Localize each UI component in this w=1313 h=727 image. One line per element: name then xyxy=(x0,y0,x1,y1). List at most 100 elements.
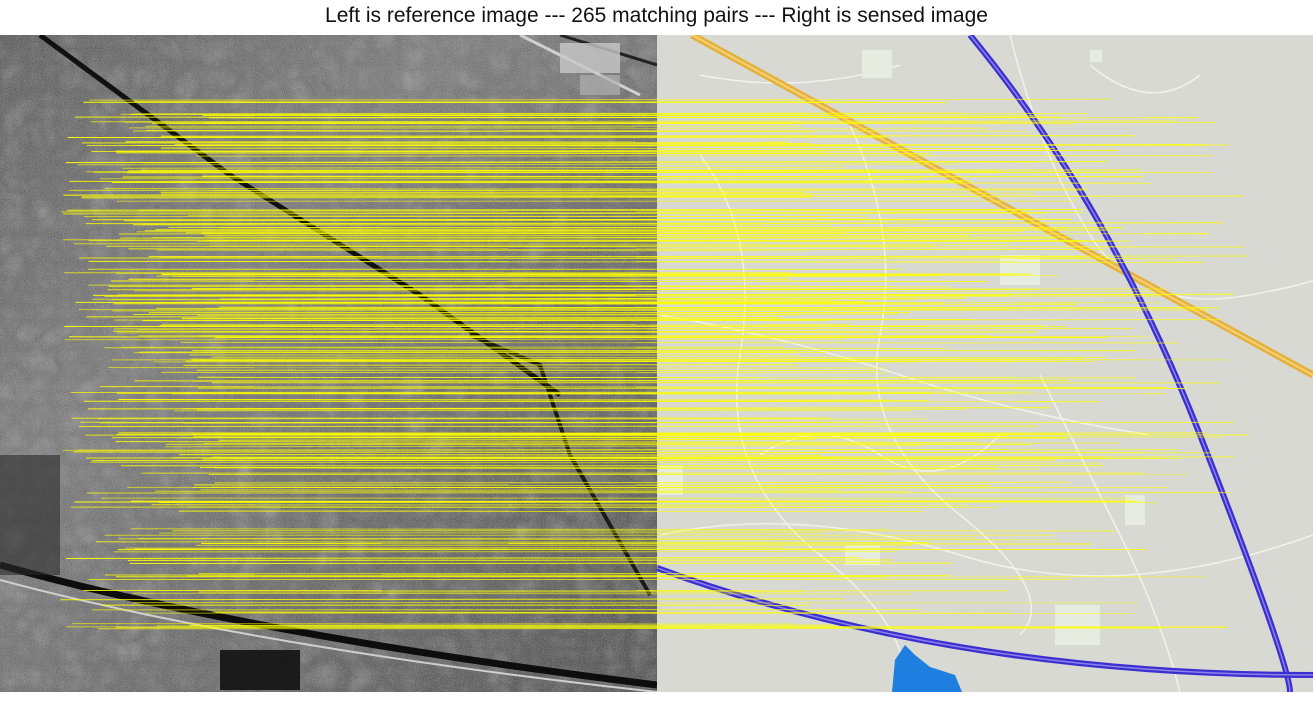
match-lines xyxy=(60,98,1250,630)
match-line xyxy=(172,393,872,395)
match-line xyxy=(117,293,1234,296)
match-line xyxy=(218,438,815,441)
match-line xyxy=(113,303,1076,305)
match-line xyxy=(219,306,1094,309)
matching-canvas xyxy=(0,35,1313,692)
match-line xyxy=(182,407,1051,410)
match-line xyxy=(161,192,1034,195)
match-line xyxy=(61,211,1084,213)
match-line xyxy=(161,274,1059,276)
match-line xyxy=(89,461,1100,464)
match-line xyxy=(136,230,1024,233)
match-line xyxy=(95,541,930,543)
match-line xyxy=(180,341,1178,344)
match-line xyxy=(202,457,1163,460)
match-line xyxy=(62,239,1085,241)
match-line xyxy=(208,116,1061,119)
match-line xyxy=(111,299,834,301)
match-line xyxy=(159,255,1250,258)
match-line xyxy=(60,598,844,601)
match-line xyxy=(190,358,1230,361)
match-line xyxy=(159,532,822,534)
match-line xyxy=(201,543,1092,545)
match-line xyxy=(81,142,811,144)
match-line xyxy=(77,163,959,166)
match-line xyxy=(146,129,1030,132)
match-line xyxy=(115,272,912,275)
match-line xyxy=(93,171,1001,173)
match-line xyxy=(66,557,861,559)
match-line xyxy=(88,260,1204,263)
match-line xyxy=(64,338,844,341)
match-line xyxy=(193,436,1068,439)
match-line xyxy=(192,359,1095,362)
match-line xyxy=(214,336,1057,339)
match-line xyxy=(128,248,1106,250)
match-line xyxy=(214,481,1070,484)
match-line xyxy=(172,456,1107,459)
match-line xyxy=(187,215,826,218)
match-line xyxy=(197,376,1136,379)
match-line xyxy=(127,486,1044,489)
match-line xyxy=(63,212,1046,215)
match-line xyxy=(116,152,931,155)
match-line xyxy=(214,433,1249,436)
match-line xyxy=(108,367,886,369)
match-line xyxy=(125,546,783,549)
match-line xyxy=(86,316,782,318)
match-line xyxy=(160,135,1135,137)
match-line xyxy=(68,180,973,182)
match-line xyxy=(144,229,906,232)
match-line xyxy=(85,222,1224,225)
match-line xyxy=(185,301,1163,304)
match-line xyxy=(73,451,1213,454)
match-line xyxy=(88,284,799,287)
match-line xyxy=(81,195,1244,198)
match-line xyxy=(74,500,1055,503)
match-line xyxy=(156,625,1228,628)
match-line xyxy=(111,309,1210,312)
match-line xyxy=(214,467,1040,470)
match-line xyxy=(123,219,926,222)
match-line xyxy=(196,409,967,411)
match-line xyxy=(98,627,1163,630)
figure-title: Left is reference image --- 265 matching… xyxy=(325,4,988,27)
match-line xyxy=(181,317,971,320)
match-line xyxy=(77,449,1179,451)
match-line xyxy=(122,166,846,169)
match-line xyxy=(185,360,915,363)
match-line xyxy=(199,467,998,469)
match-line xyxy=(182,421,878,424)
match-line xyxy=(78,257,1177,260)
match-line xyxy=(91,459,1056,462)
match-line xyxy=(130,528,889,531)
match-line xyxy=(156,249,811,252)
match-line xyxy=(179,454,821,456)
match-line xyxy=(118,399,929,401)
match-line xyxy=(193,484,991,486)
match-line xyxy=(91,218,1073,221)
match-line xyxy=(120,236,1070,239)
match-line xyxy=(133,112,962,115)
match-line xyxy=(137,537,977,539)
match-line xyxy=(165,445,921,448)
match-line xyxy=(133,130,812,133)
match-line xyxy=(118,538,1059,541)
match-line xyxy=(183,364,798,366)
match-line xyxy=(83,400,1099,403)
match-line xyxy=(65,161,1108,164)
match-line xyxy=(104,574,950,576)
match-line xyxy=(203,442,1119,445)
match-line xyxy=(81,196,811,199)
match-line xyxy=(103,347,946,349)
match-line xyxy=(90,120,1177,123)
match-line xyxy=(113,330,1038,333)
match-line xyxy=(132,592,913,595)
match-line xyxy=(111,181,963,183)
match-line xyxy=(202,175,935,178)
match-line xyxy=(116,149,1119,152)
match-line xyxy=(89,98,1112,101)
match-line xyxy=(197,314,801,316)
match-line xyxy=(183,392,1166,395)
